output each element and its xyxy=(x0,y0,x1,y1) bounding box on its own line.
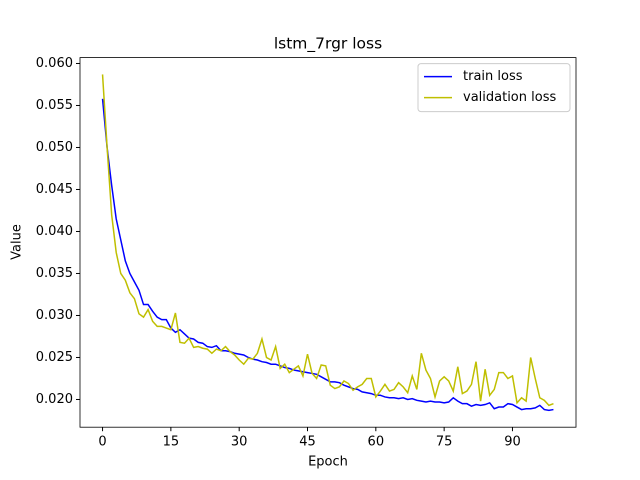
x-axis-label: Epoch xyxy=(308,455,348,470)
x-tick-label: 0 xyxy=(98,435,106,450)
x-tick-label: 60 xyxy=(368,435,385,450)
y-tick-label: 0.060 xyxy=(36,56,73,71)
legend-box xyxy=(417,63,571,113)
y-tick-label: 0.055 xyxy=(36,98,73,113)
x-tick-label: 30 xyxy=(231,435,248,450)
y-tick-label: 0.025 xyxy=(36,350,73,365)
x-tick-label: 90 xyxy=(504,435,521,450)
legend-label: validation loss xyxy=(463,90,556,105)
line xyxy=(101,74,554,407)
y-tick-label: 0.030 xyxy=(36,308,73,323)
chart-title: lstm_7rgr loss xyxy=(274,35,382,54)
x-tick-label: 15 xyxy=(163,435,180,450)
y-tick-label: 0.020 xyxy=(36,392,73,407)
y-tick-label: 0.050 xyxy=(36,140,73,155)
y-axis-label: Value xyxy=(10,224,25,260)
y-tick-label: 0.040 xyxy=(36,224,73,239)
x-tick-label: 75 xyxy=(436,435,453,450)
line xyxy=(101,98,554,412)
plot-frame xyxy=(79,57,577,428)
y-tick-label: 0.045 xyxy=(36,182,73,197)
y-tick-label: 0.035 xyxy=(36,266,73,281)
x-tick-label: 45 xyxy=(299,435,316,450)
legend-label: train loss xyxy=(463,69,523,84)
